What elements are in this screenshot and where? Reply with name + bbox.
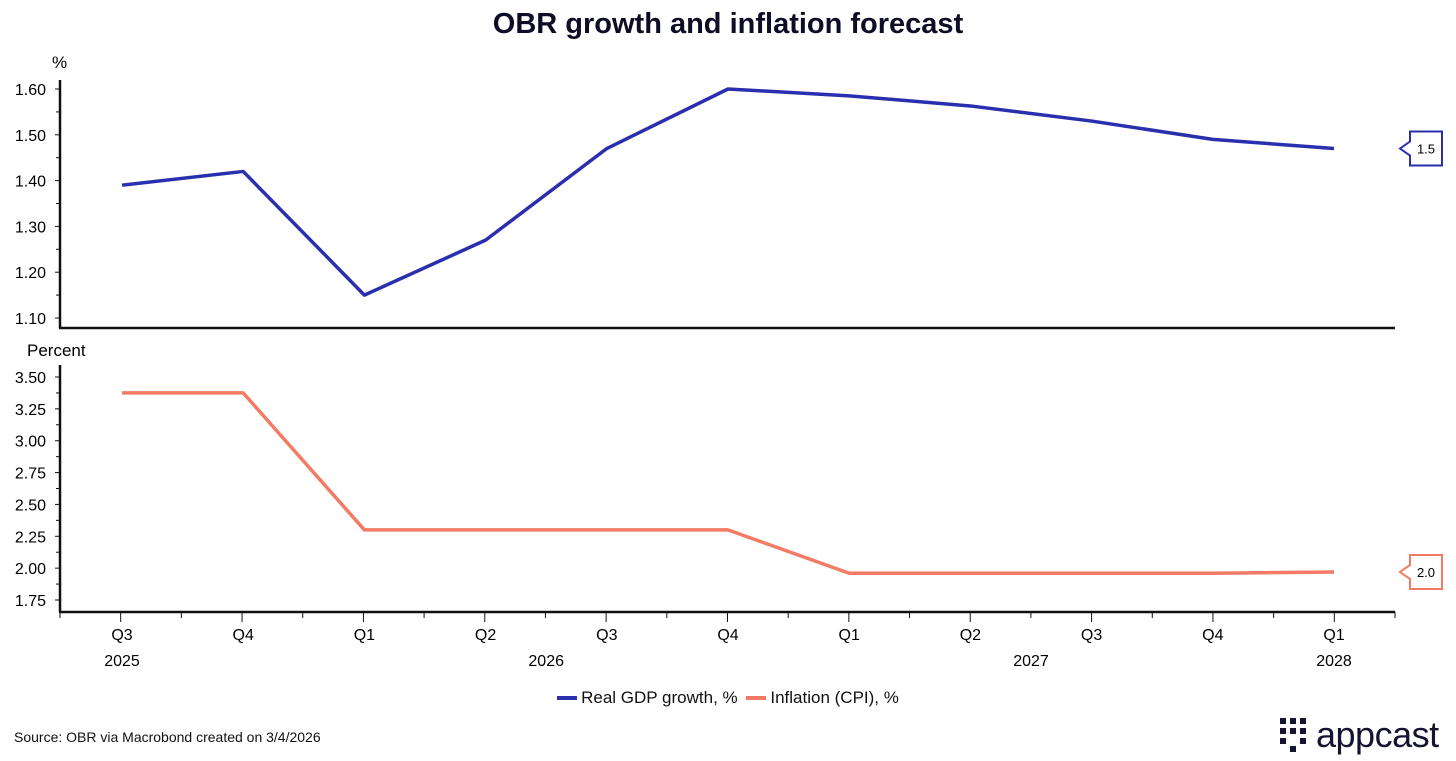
legend-label-cpi: Inflation (CPI), %: [770, 688, 899, 707]
y-axis-label-1: Percent: [27, 341, 86, 360]
y-tick-label: 1.75: [15, 593, 46, 610]
chart-title: OBR growth and inflation forecast: [492, 8, 964, 40]
x-tick-label: Q4: [1202, 627, 1223, 644]
x-tick-label: Q4: [233, 627, 254, 644]
y-tick-label: 1.20: [15, 265, 46, 282]
y-tick-label: 3.50: [15, 370, 46, 387]
x-tick-label: Q2: [475, 627, 496, 644]
x-year-label: 2028: [1316, 653, 1352, 670]
end-value-badge: [1398, 553, 1443, 590]
y-axis-label-0: %: [52, 53, 67, 72]
x-tick-label: Q1: [354, 627, 375, 644]
x-tick-label: Q3: [1081, 627, 1102, 644]
x-tick-label: Q1: [1323, 627, 1344, 644]
x-tick-label: Q2: [960, 627, 981, 644]
x-tick-label: Q3: [111, 627, 132, 644]
y-tick-label: 2.25: [15, 529, 46, 546]
x-year-label: 2025: [104, 653, 140, 670]
y-tick-label: 3.00: [15, 434, 46, 451]
end-value-label: 1.5: [1417, 142, 1435, 157]
y-tick-label: 1.10: [15, 311, 46, 328]
x-year-label: 2027: [1013, 653, 1049, 670]
end-value-label: 2.0: [1417, 565, 1435, 580]
legend-item-gdp[interactable]: Real GDP growth, %: [557, 688, 738, 708]
logo-grid-icon: [1280, 718, 1306, 752]
x-year-label: 2026: [528, 653, 564, 670]
y-tick-label: 1.50: [15, 128, 46, 145]
y-tick-label: 1.40: [15, 174, 46, 191]
legend-label-gdp: Real GDP growth, %: [581, 688, 738, 707]
source-note: Source: OBR via Macrobond created on 3/4…: [14, 729, 321, 745]
y-tick-label: 2.50: [15, 497, 46, 514]
appcast-logo: appcast: [1280, 714, 1439, 756]
y-tick-label: 1.60: [15, 82, 46, 99]
x-tick-label: Q3: [596, 627, 617, 644]
series-line-gdp: [121, 87, 1335, 297]
series-line-cpi: [122, 391, 1335, 575]
x-tick-label: Q1: [839, 627, 860, 644]
end-value-badge: [1398, 130, 1443, 167]
x-tick-label: Q4: [717, 627, 738, 644]
y-tick-label: 3.25: [15, 402, 46, 419]
legend: Real GDP growth, % Inflation (CPI), %: [0, 685, 1456, 708]
legend-swatch-gdp: [557, 696, 578, 700]
legend-item-cpi[interactable]: Inflation (CPI), %: [746, 688, 899, 708]
y-tick-label: 2.75: [15, 466, 46, 483]
logo-text: appcast: [1316, 714, 1439, 755]
y-tick-label: 2.00: [15, 561, 46, 578]
y-tick-label: 1.30: [15, 219, 46, 236]
legend-swatch-cpi: [746, 696, 767, 700]
